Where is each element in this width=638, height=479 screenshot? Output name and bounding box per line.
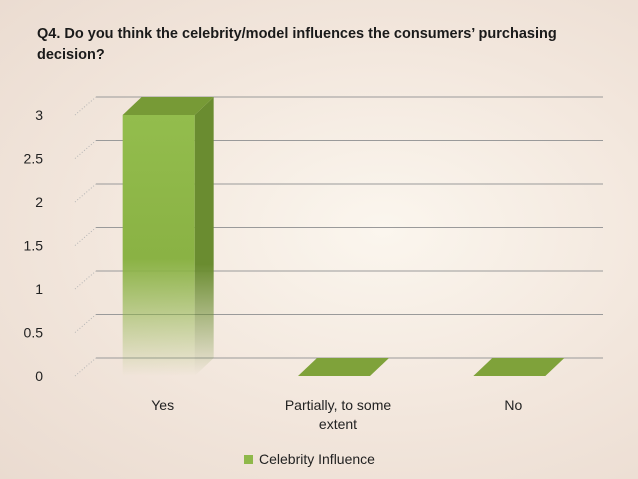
y-tick-label: 2 (35, 194, 43, 210)
y-tick-label: 1 (35, 281, 43, 297)
y-tick-label: 0.5 (24, 325, 44, 341)
y-tick-label: 1.5 (24, 238, 44, 254)
bar-yes (122, 97, 214, 376)
x-category-label: No (504, 397, 522, 413)
bars (122, 97, 565, 376)
x-category-label: Yes (151, 397, 174, 413)
chart-title: Q4. Do you think the celebrity/model inf… (37, 26, 557, 63)
legend: Celebrity Influence (244, 451, 375, 467)
y-tick-label: 2.5 (24, 151, 44, 167)
legend-label: Celebrity Influence (259, 451, 375, 467)
y-axis-ticks: 0 0.5 1 1.5 2 2.5 3 (24, 107, 44, 384)
y-tick-label: 0 (35, 368, 43, 384)
x-category-label: Partially, to some extent (285, 397, 392, 432)
x-axis-categories: Yes Partially, to some extent No (151, 397, 522, 432)
bar-partially-to-some-extent (298, 358, 389, 376)
y-tick-label: 3 (35, 107, 43, 123)
bar-no (473, 358, 565, 376)
legend-swatch (244, 454, 253, 464)
